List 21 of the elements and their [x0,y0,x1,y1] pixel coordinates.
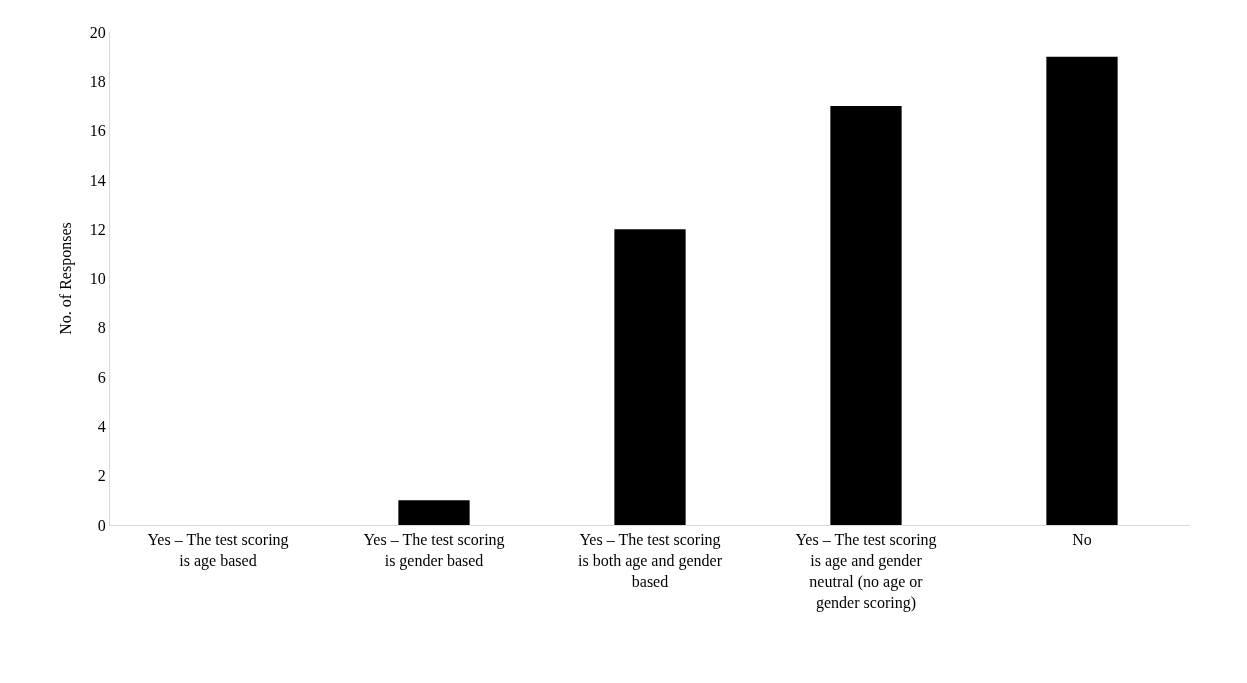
bar [614,229,686,525]
y-tick-label: 4 [97,418,106,435]
y-tick-label: 20 [89,23,106,41]
y-tick-label: 2 [97,467,106,485]
bar [830,105,902,525]
y-tick-label: 14 [89,171,106,189]
bar [398,500,470,525]
y-tick-label: 12 [89,220,106,238]
y-tick-label: 16 [89,122,106,140]
x-tick-label: No [1072,531,1092,549]
y-tick-label: 18 [89,72,106,90]
y-tick-label: 8 [97,319,106,337]
x-tick-label: Yes – The test scoring is both age and gender based [578,531,723,590]
y-tick-label: 10 [89,270,106,288]
bar [1046,56,1118,525]
y-tick-label: 0 [97,516,106,534]
y-axis-title: No. of Responses [56,222,75,335]
x-tick-label: Yes – The test scoring is gender based [363,531,505,570]
x-tick-label: Yes – The test scoring is age based [147,531,289,570]
y-tick-label: 6 [97,368,106,386]
x-tick-label: Yes – The test scoring is age and gender neutral (no age or gender scoring) [795,531,937,612]
